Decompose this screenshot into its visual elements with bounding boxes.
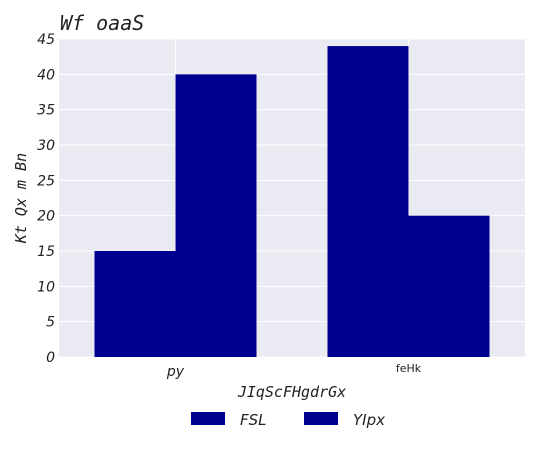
y-tick-label: 5 [46, 315, 55, 331]
x-tick-label: py [166, 364, 185, 380]
legend-label: FSL [240, 411, 267, 429]
y-tick-label: 30 [37, 138, 55, 154]
y-tick-label: 35 [37, 103, 55, 119]
legend: FSL YIpx [191, 411, 385, 429]
y-tick-label: 20 [37, 209, 55, 225]
y-axis-label: Kt Qx m Bn [12, 153, 30, 244]
x-axis-ticks: py feHk [166, 362, 422, 380]
bar-fsl-fehk [327, 46, 409, 358]
legend-swatch [304, 412, 338, 425]
bar-fsl-py [94, 251, 176, 357]
y-tick-label: 0 [46, 350, 55, 366]
x-tick-label: feHk [396, 362, 422, 375]
y-tick-label: 15 [37, 244, 55, 260]
x-axis-label: JIqScFHgdrGx [237, 383, 346, 401]
chart-title: Wf oaaS [60, 11, 144, 35]
y-tick-label: 40 [37, 67, 55, 83]
legend-swatch [191, 412, 225, 425]
bar-yipx-py [175, 74, 257, 357]
bar-yipx-fehk [408, 215, 490, 357]
y-tick-label: 45 [37, 32, 55, 48]
y-axis-ticks: 0 5 10 15 20 25 30 35 40 45 [37, 32, 55, 366]
bars [94, 46, 490, 358]
legend-label: YIpx [353, 411, 385, 429]
y-tick-label: 10 [37, 279, 55, 295]
y-tick-label: 25 [37, 173, 55, 189]
